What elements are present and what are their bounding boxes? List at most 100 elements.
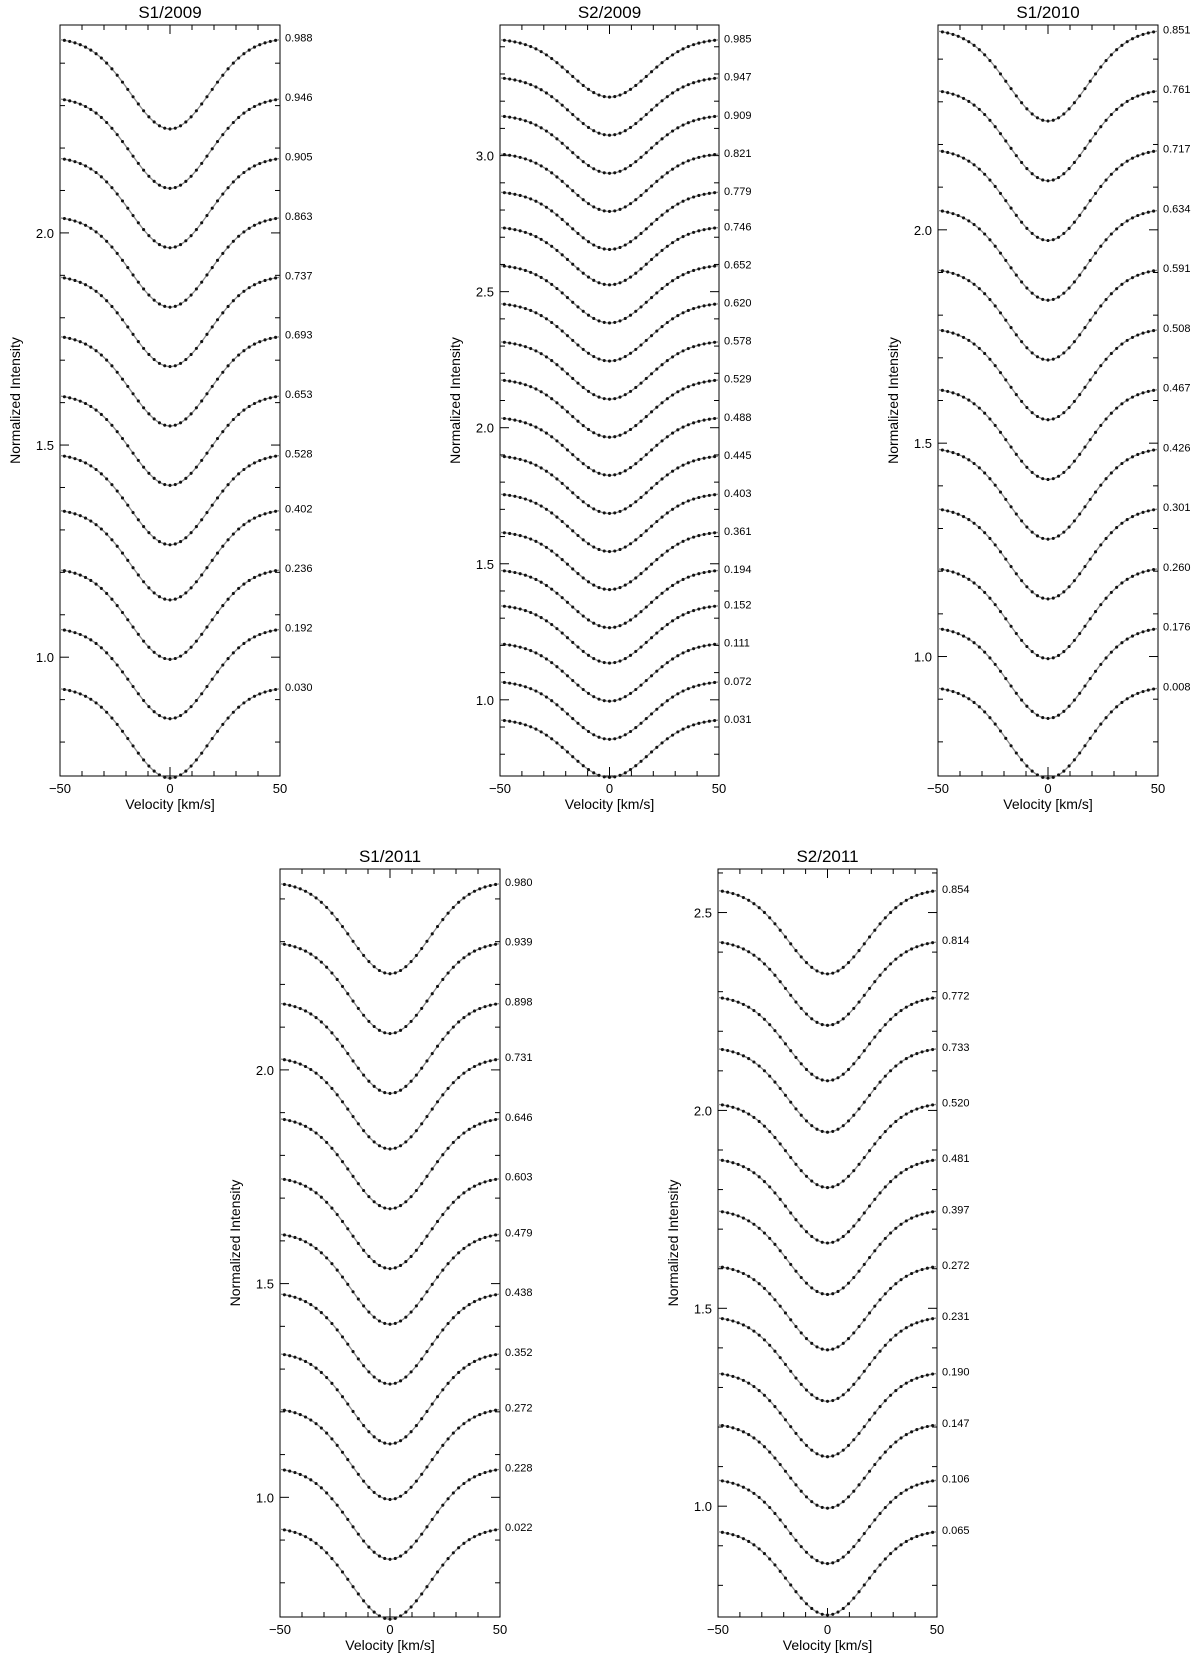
observed-point [862,1476,866,1480]
observed-point [136,340,140,344]
observed-point [147,645,151,649]
observed-point [274,509,278,513]
observed-point [441,1328,445,1332]
observed-point [581,726,585,730]
observed-point [168,186,172,190]
observed-point [665,549,669,553]
observed-point [414,1479,418,1483]
observed-point [1083,146,1087,150]
observed-point [586,389,591,393]
observed-point [388,1032,392,1036]
observed-point [298,947,302,951]
observed-point [462,1016,466,1020]
observed-point [451,1025,455,1029]
observed-point [441,1503,445,1507]
observed-point [136,692,140,696]
observed-point [878,1563,882,1567]
observed-point [789,1583,793,1587]
observed-point [799,1596,803,1600]
observed-point [560,669,564,673]
observed-point [309,1303,313,1307]
observed-point [189,645,193,649]
observed-point [62,687,66,692]
observed-point [1062,470,1066,474]
x-axis-label: Velocity [km/s] [783,1637,872,1653]
observed-point [1020,399,1024,403]
observed-point [707,605,711,609]
observed-point [1051,536,1055,540]
observed-point [972,43,976,47]
observed-point [194,287,198,291]
observed-point [1030,530,1034,534]
observed-point [73,219,77,223]
observed-point [810,1341,814,1345]
observed-point [607,435,612,439]
observed-point [115,544,119,548]
observed-point [1146,210,1150,214]
observed-point [152,650,156,654]
observed-point [346,932,350,936]
observed-point [1120,700,1124,705]
observed-point [967,398,971,402]
observed-point [210,206,214,210]
observed-point [555,553,559,557]
observed-point [1136,94,1140,98]
observed-point [152,476,156,480]
observed-point [571,678,575,683]
observed-point [550,282,554,286]
observed-point [655,669,659,673]
model-profile-line [59,276,281,368]
observed-point [676,50,680,54]
observed-point [173,126,177,130]
observed-point [414,953,418,957]
observed-point [534,273,538,277]
observed-point [268,336,272,340]
observed-point [831,1561,835,1565]
observed-point [298,1182,302,1186]
model-profile-line [279,1408,501,1501]
observed-point [915,1162,919,1166]
observed-point [931,1530,935,1534]
observed-point [634,726,638,730]
observed-point [565,636,569,640]
observed-point [634,309,638,313]
observed-point [686,461,690,465]
model-profile-line [59,157,281,249]
observed-point [697,419,701,423]
observed-point [597,471,601,475]
phase-label: 0.603 [505,1172,533,1184]
observed-point [1120,103,1124,107]
observed-point [1141,331,1145,335]
observed-point [1078,94,1082,98]
observed-point [702,682,706,686]
observed-point [560,291,564,295]
observed-point [325,1025,329,1029]
observed-point [237,472,241,476]
observed-point [852,1006,856,1010]
observed-point [597,207,601,211]
observed-point [1099,543,1103,547]
observed-point [425,1585,429,1589]
observed-point [404,1610,408,1614]
observed-point [1014,213,1018,217]
observed-point [1067,585,1071,589]
observed-point [1115,705,1119,709]
observed-point [789,1262,793,1266]
observed-point [288,1059,292,1063]
plot-frame [59,24,281,777]
observed-point [752,1278,756,1282]
observed-point [956,333,960,337]
observed-point [789,1100,793,1104]
observed-point [783,986,787,990]
model-profile-line [499,191,720,251]
observed-point [425,1174,429,1178]
observed-point [720,1103,724,1107]
observed-point [899,1384,903,1389]
observed-point [560,253,564,257]
observed-point [168,657,172,661]
observed-point [571,151,575,155]
observed-point [773,1135,777,1140]
observed-point [1062,411,1066,415]
observed-point [518,305,522,309]
observed-point [1130,37,1135,41]
